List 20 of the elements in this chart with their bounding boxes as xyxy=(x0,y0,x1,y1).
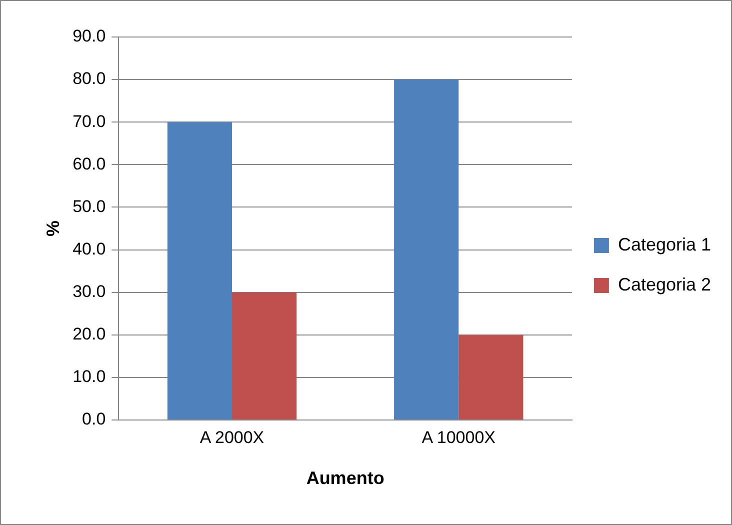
y-tick-label: 0.0 xyxy=(82,410,106,429)
bar xyxy=(458,334,524,420)
y-tick-label: 10.0 xyxy=(72,367,106,386)
y-tick-label: 50.0 xyxy=(72,196,106,216)
y-tick-label: 20.0 xyxy=(72,324,106,344)
bar xyxy=(394,80,459,420)
y-tick-label: 60.0 xyxy=(72,154,106,174)
y-axis-title: % xyxy=(42,220,63,237)
legend-label: Categoria 2 xyxy=(618,274,712,294)
y-tick-label: 80.0 xyxy=(72,69,106,88)
y-tick-label: 30.0 xyxy=(72,282,106,302)
legend-label: Categoria 1 xyxy=(618,234,712,254)
y-tick-label: 40.0 xyxy=(72,239,106,258)
bar xyxy=(167,122,232,420)
bar xyxy=(232,292,297,420)
x-axis-title: Aumento xyxy=(306,468,384,488)
x-tick-label: A 10000X xyxy=(422,428,496,447)
y-tick-label: 90.0 xyxy=(72,26,106,46)
y-tick-label: 70.0 xyxy=(72,112,106,131)
x-tick-label: A 2000X xyxy=(200,428,264,447)
